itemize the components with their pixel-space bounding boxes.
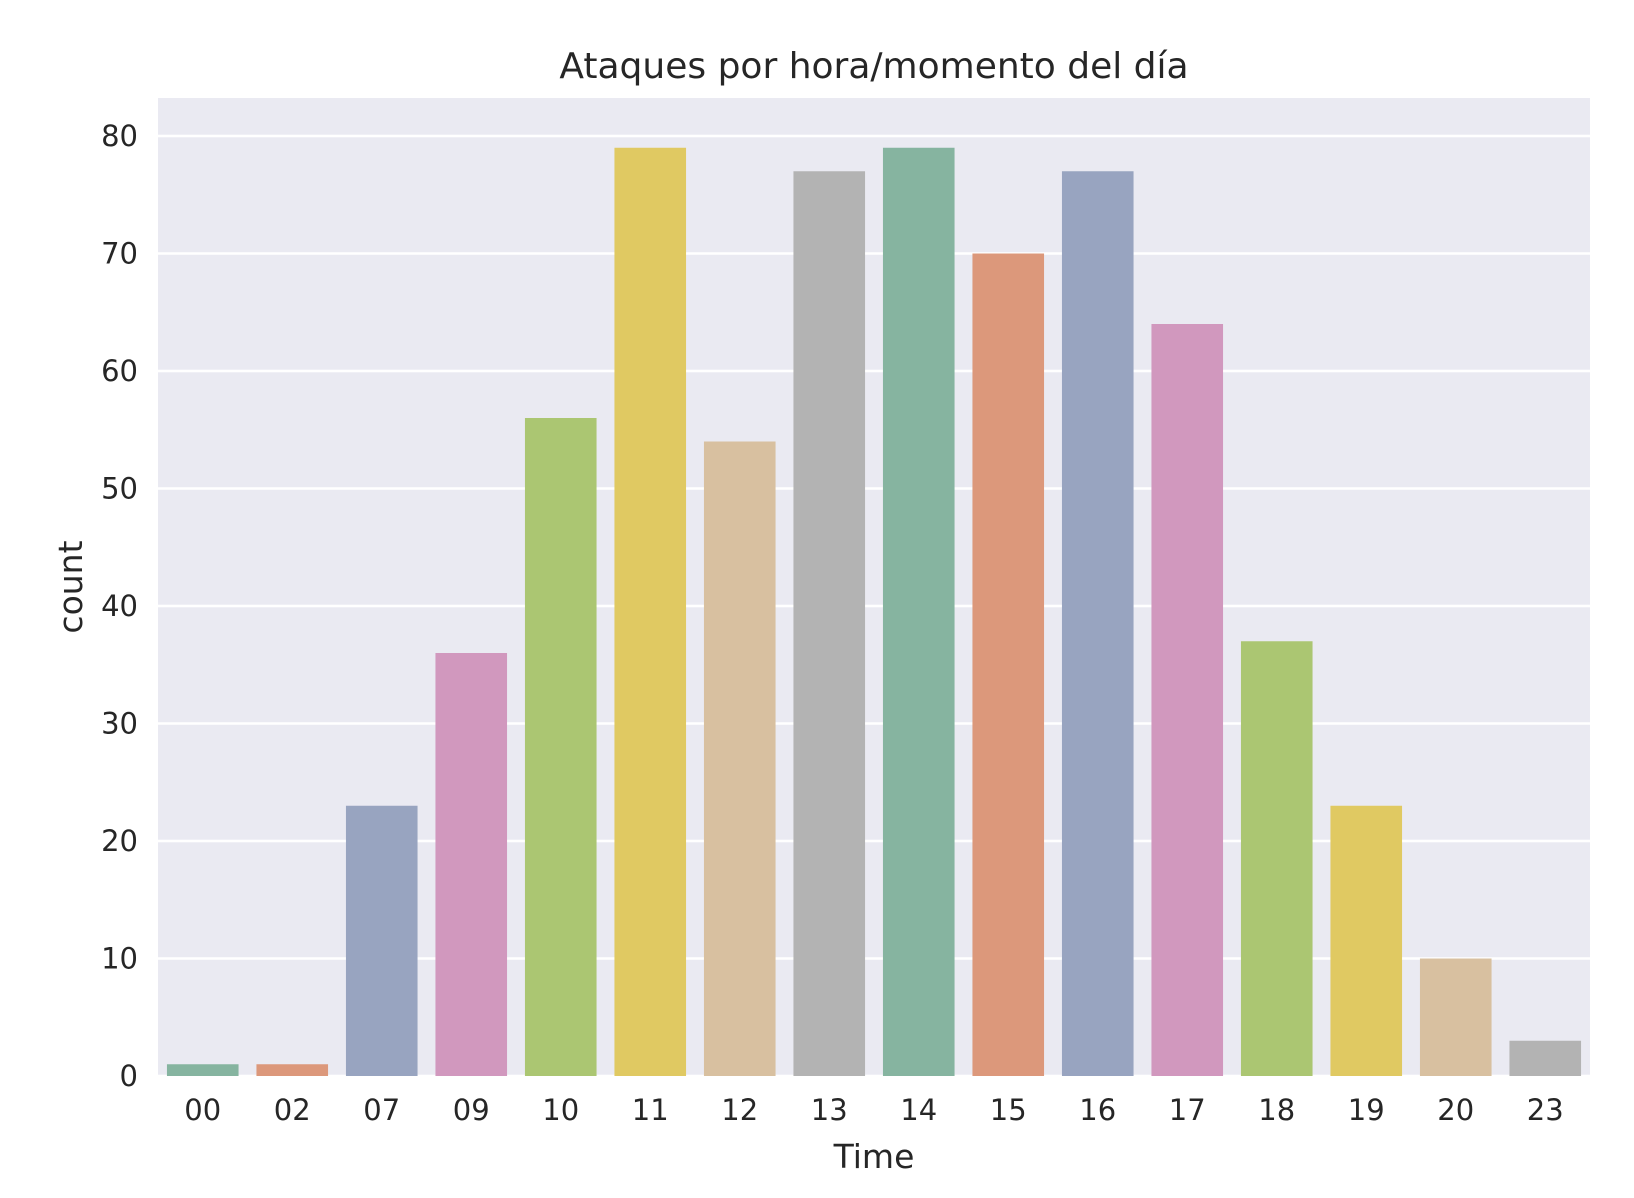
bar-18 [1240, 641, 1313, 1076]
x-tick-label: 13 [811, 1093, 848, 1127]
y-tick-label: 60 [101, 354, 138, 388]
bar-13 [793, 171, 866, 1076]
x-tick-label: 02 [274, 1093, 311, 1127]
y-tick-label: 10 [101, 942, 138, 976]
bar-00 [166, 1064, 239, 1076]
bar-17 [1151, 324, 1224, 1076]
y-axis-label: count [51, 540, 90, 633]
bar-20 [1419, 958, 1492, 1076]
y-tick-label: 30 [101, 707, 138, 741]
y-tick-label: 20 [101, 824, 138, 858]
x-tick-label: 12 [721, 1093, 758, 1127]
x-tick-label: 23 [1527, 1093, 1564, 1127]
bar-16 [1061, 171, 1134, 1076]
x-tick-label: 19 [1348, 1093, 1385, 1127]
x-tick-label: 11 [632, 1093, 669, 1127]
x-tick-labels: 00 02 07 09 10 11 12 13 14 15 16 17 18 19 20 23 [184, 1093, 1563, 1127]
bar-11 [614, 147, 687, 1076]
bar-09 [435, 653, 508, 1076]
y-tick-label: 40 [101, 589, 138, 623]
bar-19 [1330, 805, 1403, 1076]
y-tick-label: 50 [101, 472, 138, 506]
x-tick-label: 16 [1079, 1093, 1116, 1127]
x-tick-label: 10 [542, 1093, 579, 1127]
y-tick-label: 0 [120, 1059, 138, 1093]
bar-14 [882, 147, 955, 1076]
bar-02 [256, 1064, 329, 1076]
bar-07 [345, 805, 418, 1076]
y-tick-labels: 0 10 20 30 40 50 60 70 80 [101, 119, 138, 1093]
chart-title: Ataques por hora/momento del día [559, 46, 1188, 87]
x-tick-label: 14 [900, 1093, 937, 1127]
bar-15 [972, 253, 1045, 1076]
bars [166, 147, 1582, 1076]
bar-10 [524, 418, 597, 1076]
bar-23 [1509, 1040, 1582, 1076]
x-tick-label: 07 [363, 1093, 400, 1127]
bar-12 [703, 441, 776, 1076]
x-tick-label: 18 [1258, 1093, 1295, 1127]
x-tick-label: 09 [453, 1093, 490, 1127]
x-tick-label: 15 [990, 1093, 1027, 1127]
x-tick-label: 20 [1437, 1093, 1474, 1127]
y-tick-label: 70 [101, 237, 138, 271]
y-tick-label: 80 [101, 119, 138, 153]
x-tick-label: 17 [1169, 1093, 1206, 1127]
x-tick-label: 00 [184, 1093, 221, 1127]
x-axis-label: Time [833, 1137, 915, 1176]
